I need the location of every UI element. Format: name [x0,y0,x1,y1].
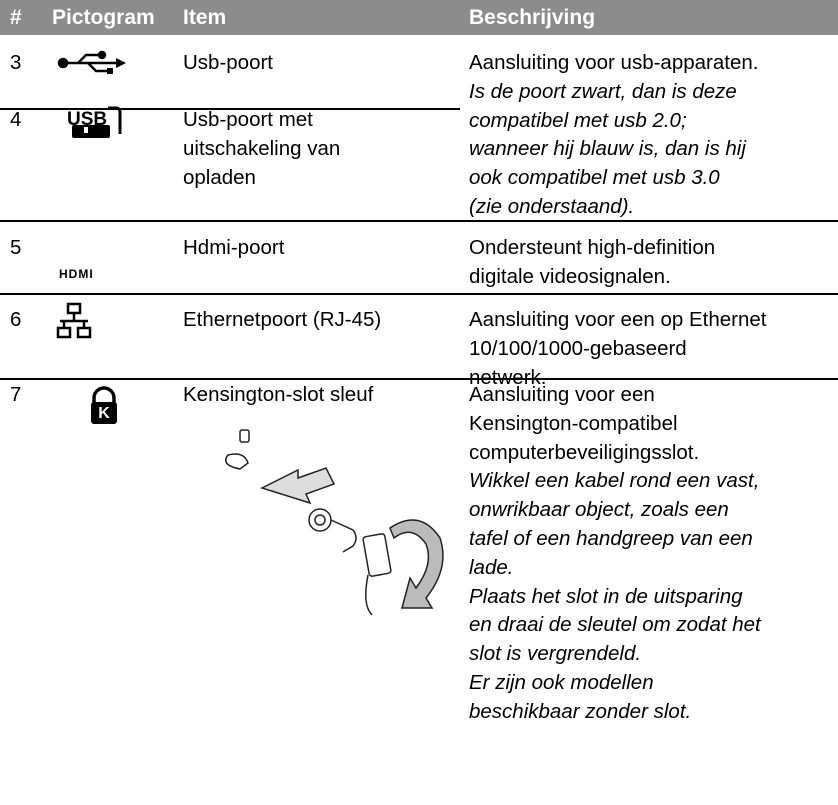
header-cell: # [10,6,22,29]
description-text: 10/100/1000-gebaseerd [469,336,687,360]
row-number: 4 [10,108,22,131]
description-text: Ondersteunt high-definition [469,236,716,259]
row-separator [0,108,460,110]
description-text: Wikkel een kabel rond een vast, [469,469,760,493]
item-text: uitschakeling van [183,136,341,160]
usb-charge-icon: USB [67,106,122,138]
header-cell: Beschrijving [469,6,596,29]
item-text: Usb-poort [183,51,274,74]
description-text: Kensington-compatibel [469,411,678,435]
ethernet-icon [56,302,92,339]
description-text: Plaats het slot in de uitsparing [469,584,743,608]
description-text: Aansluiting voor een op Ethernet [469,308,767,331]
row-number: 7 [10,383,22,406]
description-text: onwrikbaar object, zoals een [469,498,729,522]
kensington-icon-text: K [98,405,110,422]
header-cell: Item [183,6,227,29]
row-number: 3 [10,51,22,74]
row-number: 6 [10,308,22,331]
description-text: (zie onderstaand). [469,195,635,218]
description-text: en draai de sleutel om zodat het [469,613,761,637]
description-text: Aansluiting voor een [469,383,655,406]
description-text: wanneer hij blauw is, dan is hij [469,137,746,161]
item-text: opladen [183,165,256,189]
row-separator [0,293,838,295]
usb-icon-text: USB [67,109,107,130]
description-text: beschikbaar zonder slot. [469,699,692,723]
description-text: tafel of een handgreep van een [469,527,753,550]
description-text: lade. [469,555,514,579]
row-number: 5 [10,236,22,259]
description-text: digitale videosignalen. [469,264,671,288]
hdmi-icon: HDMI [59,267,94,281]
header-cell: Pictogram [52,6,155,29]
kensington-illustration [225,429,444,616]
table-header [0,0,838,35]
description-text: netwerk. [469,365,547,389]
item-text: Kensington-slot sleuf [183,383,374,406]
item-text: Usb-poort met [183,108,313,131]
item-text: Hdmi-poort [183,236,285,259]
usb-icon [57,50,126,74]
description-text: ook compatibel met usb 3.0 [469,166,720,190]
row-separator [0,378,838,380]
description-text: computerbeveiligingsslot. [469,440,700,464]
description-text: Aansluiting voor usb-apparaten. [469,51,759,74]
kensington-icon: K [91,386,117,424]
item-text: Ethernetpoort (RJ-45) [183,308,382,331]
description-text: Er zijn ook modellen [469,671,654,694]
row-separator [0,220,838,222]
description-text: compatibel met usb 2.0; [469,108,687,132]
description-text: Is de poort zwart, dan is deze [469,79,737,103]
description-text: slot is vergrendeld. [469,642,642,666]
